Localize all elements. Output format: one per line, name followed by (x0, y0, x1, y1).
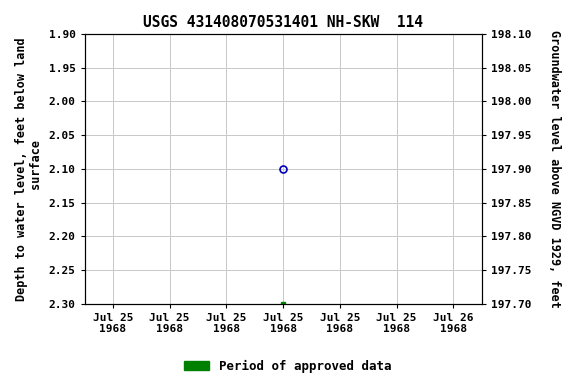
Title: USGS 431408070531401 NH-SKW  114: USGS 431408070531401 NH-SKW 114 (143, 15, 423, 30)
Y-axis label: Depth to water level, feet below land
 surface: Depth to water level, feet below land su… (15, 37, 43, 301)
Y-axis label: Groundwater level above NGVD 1929, feet: Groundwater level above NGVD 1929, feet (548, 30, 561, 308)
Legend: Period of approved data: Period of approved data (179, 355, 397, 378)
